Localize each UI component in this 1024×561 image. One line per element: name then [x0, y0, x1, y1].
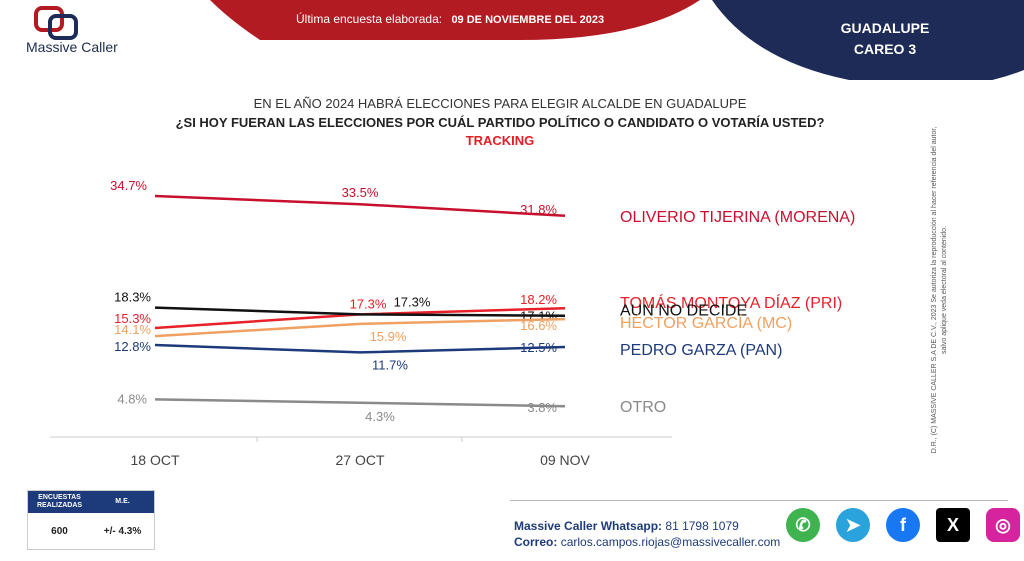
footer-divider: [510, 500, 1008, 501]
telegram-icon[interactable]: ➤: [836, 508, 870, 542]
data-label: 34.7%: [110, 178, 147, 193]
data-label: 4.3%: [365, 409, 395, 424]
series-legend-label: OLIVERIO TIJERINA (MORENA): [620, 209, 855, 226]
facebook-icon[interactable]: f: [886, 508, 920, 542]
email-label: Correo:: [514, 535, 558, 549]
survey-label-text: Última encuesta elaborada:: [296, 12, 443, 26]
data-label: 12.8%: [114, 339, 151, 354]
x-tick-label: 09 NOV: [540, 452, 590, 468]
data-label: 14.1%: [114, 322, 151, 337]
copyright-note: D.R., (C) MASSIVE CALLER S.A DE C.V., 20…: [931, 126, 948, 454]
top-banner: [0, 0, 1024, 88]
data-label: 16.6%: [520, 318, 557, 333]
series-legend-label: PEDRO GARZA (PAN): [620, 342, 782, 359]
whatsapp-number[interactable]: 81 1798 1079: [665, 519, 739, 533]
email-address[interactable]: carlos.campos.riojas@massivecaller.com: [560, 535, 781, 549]
data-label: 33.5%: [342, 185, 379, 200]
data-label: 18.2%: [520, 292, 557, 307]
question-context: EN EL AÑO 2024 HABRÁ ELECCIONES PARA ELE…: [253, 96, 747, 111]
data-label: 17.3%: [350, 296, 387, 311]
series-line: [154, 317, 566, 338]
stats-margin-value: +/- 4.3%: [103, 525, 142, 537]
logo-text: Massive Caller: [26, 39, 118, 55]
chart-title: TRACKING: [465, 133, 535, 148]
series-legend-label: TOMÁS MONTOYA DÍAZ (PRI): [620, 293, 842, 312]
stats-surveys-value: 600: [51, 525, 68, 537]
x-icon[interactable]: X: [936, 508, 970, 542]
region-block: GUADALUPE CAREO 3: [800, 18, 970, 60]
contact-info: Massive Caller Whatsapp: 81 1798 1079 Co…: [514, 518, 780, 550]
series-line: [154, 343, 566, 354]
massive-caller-logo: [18, 4, 98, 74]
whatsapp-line: Massive Caller Whatsapp: 81 1798 1079: [514, 518, 780, 534]
data-label: 15.9%: [370, 329, 407, 344]
data-label: 4.8%: [117, 391, 147, 406]
data-label: 15.3%: [114, 311, 151, 326]
survey-date-label: Última encuesta elaborada: 09 DE NOVIEMB…: [296, 12, 604, 26]
data-label: 18.3%: [114, 290, 151, 305]
region-name: GUADALUPE: [840, 20, 930, 36]
stats-header: ENCUESTAS REALIZADAS M.E.: [28, 491, 154, 513]
data-label: 12.5%: [520, 340, 557, 355]
tracking-chart: 18 OCT 27 OCT 09 NOV 34.7% 33.5% 31.8% OLIVERI…: [50, 178, 855, 468]
instagram-icon[interactable]: ◎: [986, 508, 1020, 542]
stats-col-surveys: ENCUESTAS REALIZADAS: [36, 494, 83, 509]
series-line: [154, 398, 566, 408]
x-tick-label: 18 OCT: [130, 452, 179, 468]
x-tick-label: 27 OCT: [335, 452, 384, 468]
email-line: Correo: carlos.campos.riojas@massivecall…: [514, 534, 780, 550]
series-legend-label: HÉCTOR GARCÍA (MC): [620, 313, 792, 332]
data-label: 31.8%: [520, 202, 557, 217]
banner-shapes: [210, 0, 1024, 88]
stats-col-margin: M.E.: [115, 498, 130, 505]
data-label: 17.3%: [394, 294, 431, 309]
survey-date: 09 DE NOVIEMBRE DEL 2023: [451, 14, 605, 26]
question-text: ¿SI HOY FUERAN LAS ELECCIONES POR CUÁL P…: [175, 115, 825, 130]
series-legend-label: AUN NO DECIDE: [620, 303, 747, 320]
logo-icon: [34, 6, 78, 40]
careo-label: CAREO 3: [853, 41, 917, 57]
whatsapp-label: Massive Caller Whatsapp:: [514, 519, 663, 533]
series-line: [154, 306, 566, 317]
stats-row: 600 +/- 4.3%: [28, 513, 154, 549]
data-label: 3.8%: [527, 400, 557, 415]
whatsapp-icon[interactable]: ✆: [786, 508, 820, 542]
data-label: 11.7%: [372, 357, 408, 372]
series-legend-label: OTRO: [620, 399, 666, 416]
survey-stats-table: ENCUESTAS REALIZADAS M.E. 600 +/- 4.3%: [27, 490, 155, 550]
series-line: [154, 194, 566, 218]
social-icons: ✆ ➤ f X ◎: [786, 508, 1024, 544]
